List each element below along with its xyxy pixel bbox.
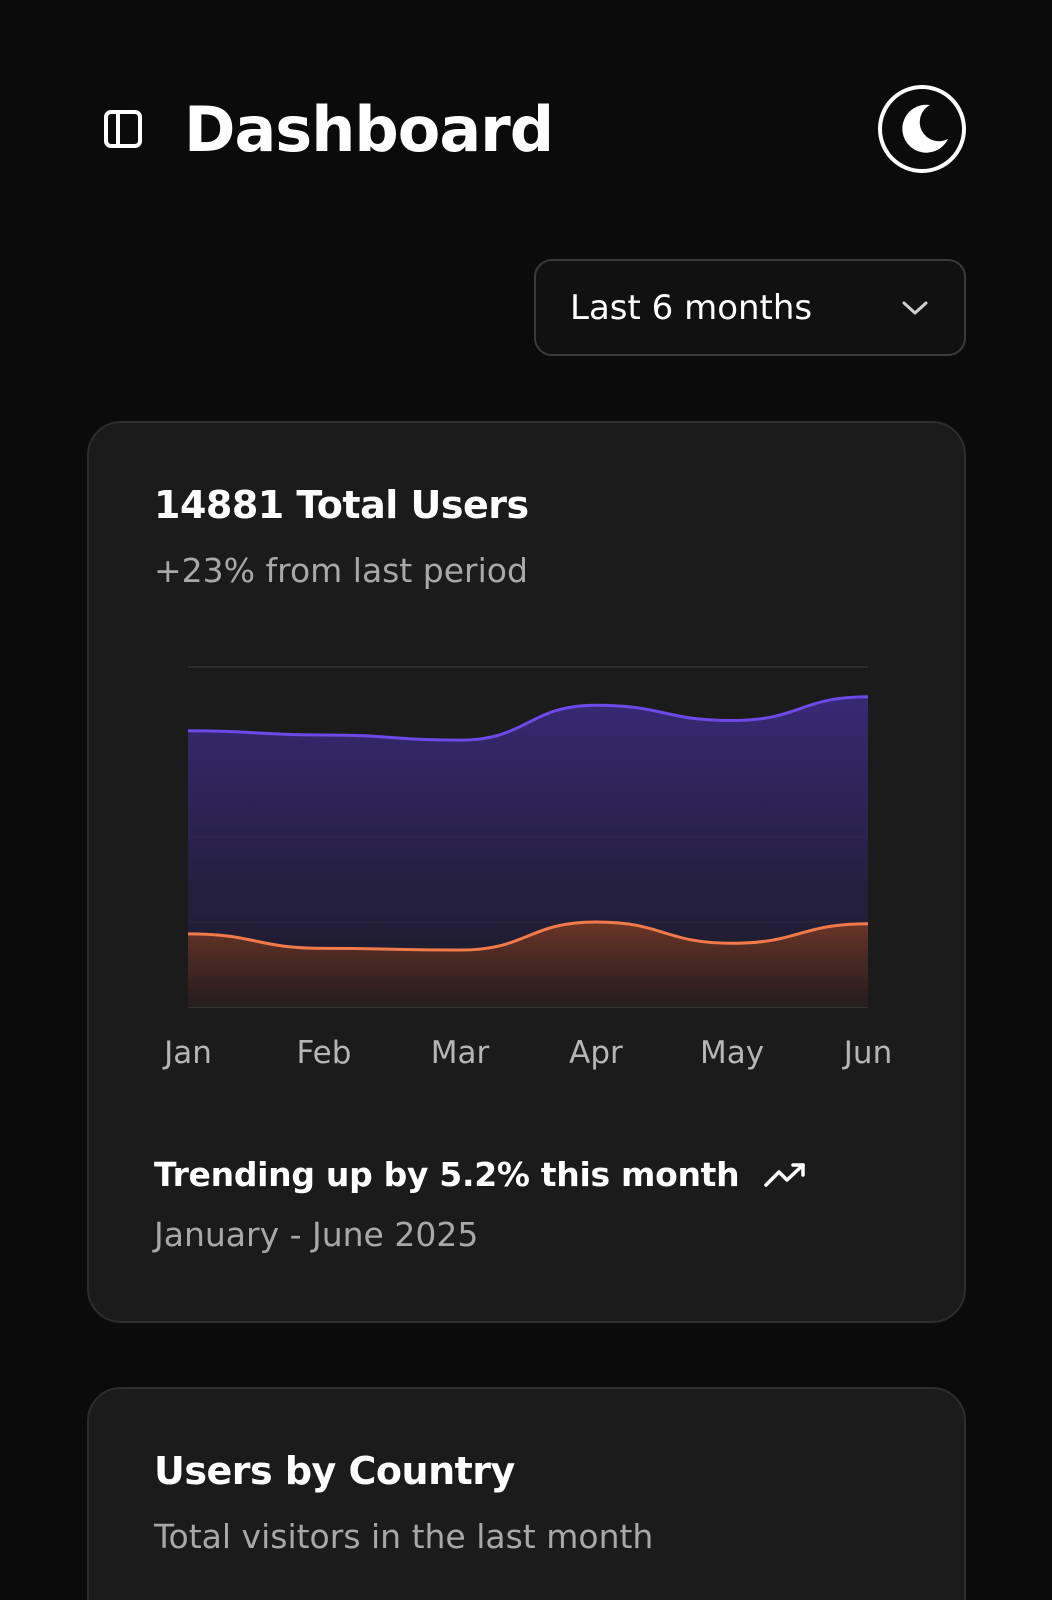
date-range-select[interactable]: Last 6 months [534,259,966,356]
header: Dashboard [0,0,1052,260]
series-line-2 [187,920,869,952]
chevron-down-icon [902,301,928,314]
moon-icon-glyph [902,104,948,153]
trend-text: Trending up by 5.2% this month [154,1155,740,1194]
total-users-card: 14881 Total Users +23% from last period … [87,421,966,1323]
sidebar-panel-icon-glyph [104,110,142,148]
series-area-1 [188,696,868,1007]
page-title: Dashboard [184,93,554,166]
x-tick-label: May [700,1035,764,1071]
series-area-2 [188,922,868,1007]
x-tick-label: Feb [297,1035,352,1071]
total-users-subtitle: +23% from last period [154,551,528,590]
series-line-1 [187,695,869,742]
x-tick-label: Mar [431,1035,490,1071]
trend-summary: Trending up by 5.2% this month [154,1155,807,1194]
country-card-subtitle: Total visitors in the last month [154,1517,654,1556]
trend-period: January - June 2025 [154,1215,479,1254]
x-tick-label: Jan [162,1035,212,1071]
users-by-country-card: Users by Country Total visitors in the l… [87,1387,966,1600]
moon-icon[interactable] [878,85,966,173]
x-tick-label: Apr [569,1035,623,1071]
sidebar-panel-icon[interactable] [98,104,148,154]
country-card-title: Users by Country [154,1449,515,1493]
total-users-title: 14881 Total Users [154,483,529,527]
date-range-value: Last 6 months [570,287,813,328]
users-area-chart: Jan Feb Mar Apr May Jun [162,666,892,1071]
x-tick-label: Jun [842,1035,892,1071]
trending-up-icon [764,1162,806,1187]
